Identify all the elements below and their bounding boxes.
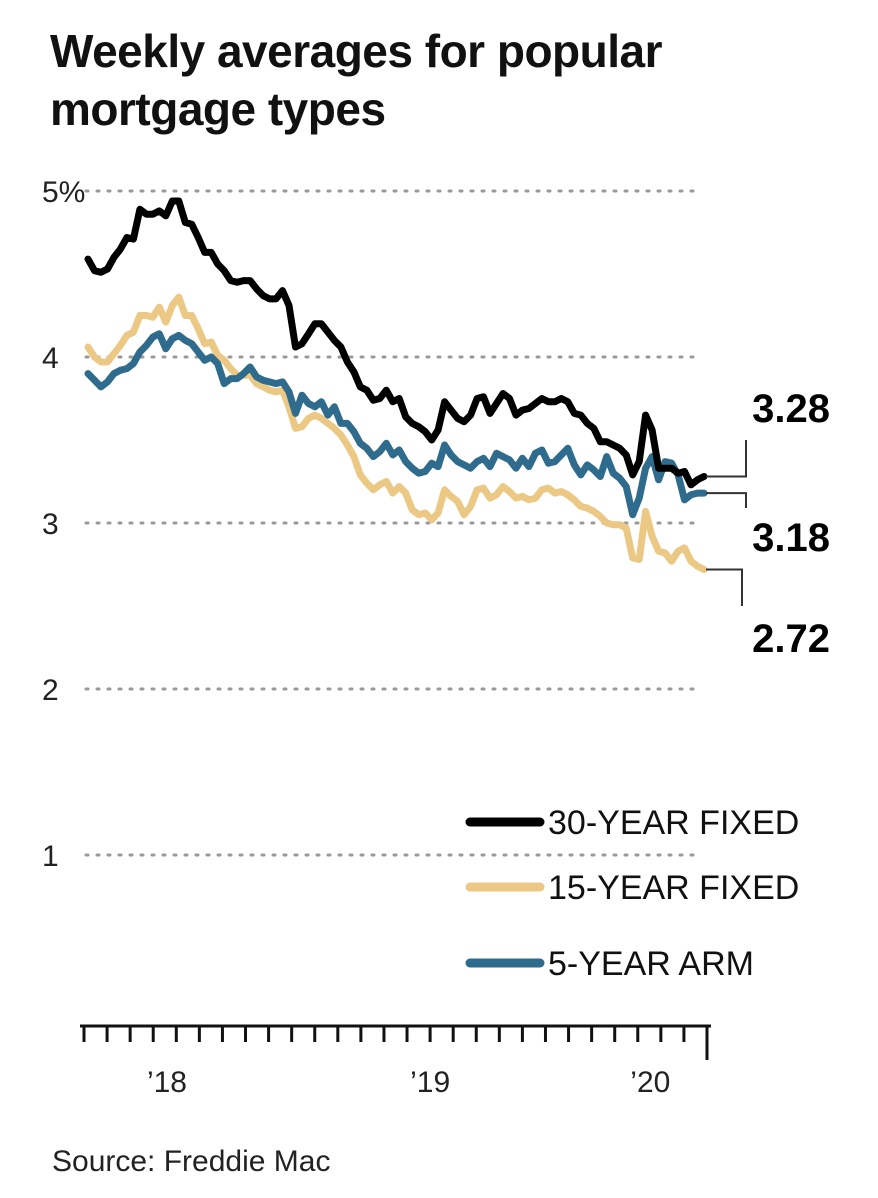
x-axis: ’18 ’19 ’20 bbox=[80, 1024, 711, 1099]
x-tick-label: ’19 bbox=[410, 1066, 450, 1099]
leader-line bbox=[706, 568, 743, 606]
gridlines: 5% 4 3 2 1 bbox=[42, 176, 702, 873]
series-line-15-year-fixed bbox=[84, 293, 708, 573]
y-tick-label: 4 bbox=[42, 342, 59, 375]
end-labels: 3.28 3.18 2.72 bbox=[706, 387, 830, 661]
y-tick-label: 5% bbox=[42, 176, 85, 209]
leader-line bbox=[706, 492, 747, 508]
end-value-label: 2.72 bbox=[752, 617, 830, 661]
end-value-label: 3.28 bbox=[752, 387, 830, 431]
legend-label: 30-YEAR FIXED bbox=[548, 804, 799, 842]
series-line-30-year-fixed bbox=[84, 197, 708, 489]
chart-title: Weekly averages for popular mortgage typ… bbox=[50, 25, 663, 135]
end-value-label: 3.18 bbox=[752, 516, 830, 560]
y-tick-label: 2 bbox=[42, 674, 59, 707]
legend-label: 5-YEAR ARM bbox=[548, 945, 754, 983]
x-tick-label: ’18 bbox=[147, 1066, 187, 1099]
legend-label: 15-YEAR FIXED bbox=[548, 869, 799, 907]
legend: 30-YEAR FIXED 15-YEAR FIXED 5-YEAR ARM bbox=[465, 804, 799, 983]
leader-line bbox=[706, 440, 747, 478]
y-tick-label: 1 bbox=[42, 840, 59, 873]
series-lines bbox=[84, 197, 708, 573]
series-line-5-year-arm bbox=[84, 330, 708, 519]
source-note: Source: Freddie Mac bbox=[52, 1145, 331, 1178]
x-tick-label: ’20 bbox=[630, 1066, 670, 1099]
y-tick-label: 3 bbox=[42, 508, 59, 541]
